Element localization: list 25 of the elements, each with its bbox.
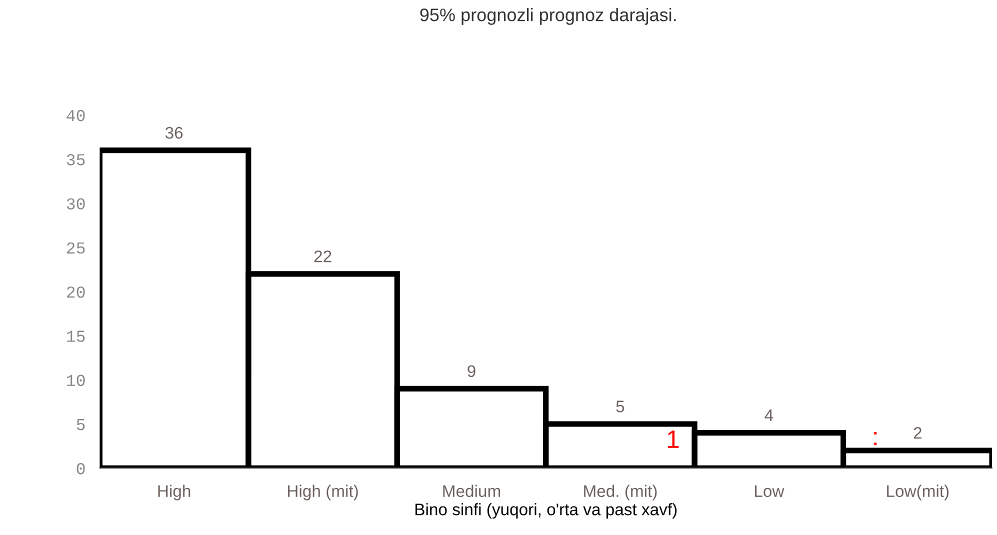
y-tick-label: 40	[66, 110, 85, 122]
data-label: 5	[616, 400, 624, 412]
y-tick-label: 5	[76, 419, 85, 430]
y-tick-label: 20	[66, 286, 85, 298]
x-tick-label: Low(mit)	[887, 484, 949, 500]
y-tick-label: 30	[66, 198, 85, 210]
data-label: 9	[468, 365, 476, 378]
data-label: 22	[314, 250, 332, 262]
x-tick-label: High (mit)	[288, 484, 358, 500]
y-tick-label: 0	[76, 463, 85, 474]
data-label: 2	[914, 427, 922, 439]
chart-title: 95% prognozli prognoz darajasi.	[420, 8, 676, 25]
x-tick-label: Medium	[443, 484, 500, 498]
x-tick-label: Low	[755, 485, 784, 498]
y-tick-label: 10	[67, 374, 85, 386]
y-tick-label: 15	[67, 330, 85, 342]
annotation: 1	[668, 430, 679, 448]
data-label: 36	[165, 126, 183, 139]
y-tick-label: 25	[66, 242, 85, 254]
x-tick-label: High	[158, 484, 190, 500]
x-axis-title: Bino sinfi (yuqori, o'rta va past xavf)	[415, 503, 677, 519]
x-tick-label: Med. (mit)	[584, 484, 657, 500]
annotation: :	[874, 432, 877, 446]
data-label: 4	[764, 410, 774, 422]
y-tick-label: 35	[66, 154, 85, 166]
